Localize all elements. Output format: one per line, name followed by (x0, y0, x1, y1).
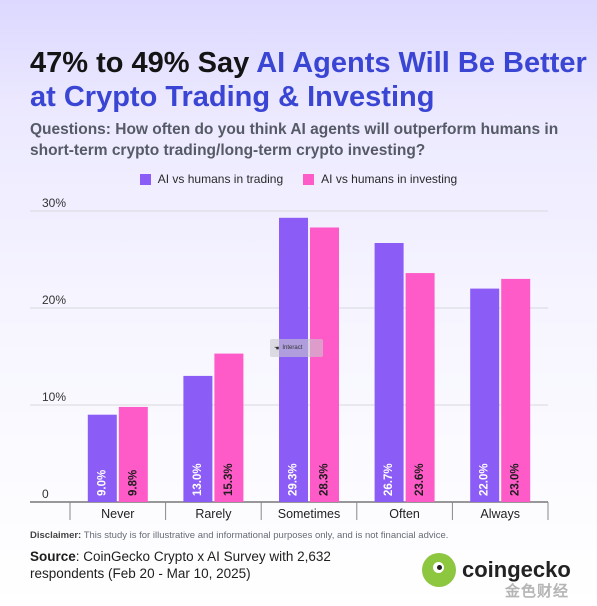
coingecko-logo: coingecko (422, 553, 571, 587)
data-label: 28.3% (319, 463, 331, 496)
survey-question: Questions: How often do you think AI age… (30, 121, 559, 159)
legend-swatch-investing (303, 173, 315, 185)
bar-trading (279, 217, 308, 502)
legend-label-trading: AI vs humans in trading (157, 172, 284, 186)
y-tick-label: 30% (42, 196, 66, 210)
x-tick-label: Often (389, 507, 420, 521)
y-tick-label: 0 (42, 487, 49, 501)
bar-investing (118, 406, 148, 502)
title-prefix: 47% to 49% Say (30, 47, 257, 79)
x-tick-label: Never (101, 507, 134, 521)
page-title: 47% to 49% Say AI Agents Will Be Better … (30, 46, 590, 114)
legend-item-trading: AI vs humans in trading (139, 172, 284, 186)
data-label: 23.0% (510, 463, 522, 496)
legend-item-investing: AI vs humans in investing (303, 172, 457, 186)
source-text: : CoinGecko Crypto x AI Survey with 2,63… (30, 549, 331, 581)
bar-investing (405, 273, 435, 502)
data-label: 9.0% (96, 470, 108, 496)
legend-label-investing: AI vs humans in investing (321, 172, 458, 186)
disclaimer-text: This study is for illustrative and infor… (81, 530, 449, 541)
bar-chart: 0 10% 20% 30% Never 9.0% 9.8% Rarely 13.0% 15.3% S… (30, 196, 549, 521)
y-tick-label: 20% (42, 293, 66, 307)
data-label: 9.8% (127, 470, 139, 496)
title-highlight: AI Agents Will Be Better at Crypto Tradi… (30, 47, 587, 113)
y-tick-label: 10% (42, 390, 66, 404)
data-label: 29.3% (288, 463, 300, 496)
source-note: Source: CoinGecko Crypto x AI Survey wit… (30, 548, 390, 582)
interact-tag[interactable]: ☚ Interact (270, 339, 323, 357)
watermark: 金色财经 (505, 583, 570, 600)
chart-legend: AI vs humans in trading AI vs humans in … (0, 172, 597, 186)
bar-trading (470, 288, 500, 502)
source-label: Source (30, 549, 76, 564)
interact-tag-label: Interact (282, 345, 303, 351)
bar-trading (374, 243, 404, 502)
bar-investing (310, 227, 339, 503)
x-tick-label: Rarely (195, 507, 232, 521)
data-label: 22.0% (479, 463, 491, 496)
pointer-icon: ☚ (274, 345, 280, 352)
data-label: 15.3% (223, 463, 235, 496)
legend-swatch-trading (139, 173, 151, 185)
bar-investing (214, 353, 244, 502)
x-tick-label: Sometimes (278, 507, 341, 521)
data-label: 23.6% (414, 463, 426, 496)
disclaimer: Disclaimer: This study is for illustrati… (30, 530, 590, 541)
bar-trading (87, 414, 117, 502)
data-label: 26.7% (383, 463, 395, 496)
x-tick-label: Always (480, 507, 520, 521)
gecko-icon (422, 553, 456, 587)
bar-trading (183, 375, 213, 502)
bar-investing (501, 278, 531, 502)
data-label: 13.0% (192, 463, 204, 496)
disclaimer-label: Disclaimer: (30, 530, 82, 541)
logo-text: coingecko (462, 557, 571, 582)
